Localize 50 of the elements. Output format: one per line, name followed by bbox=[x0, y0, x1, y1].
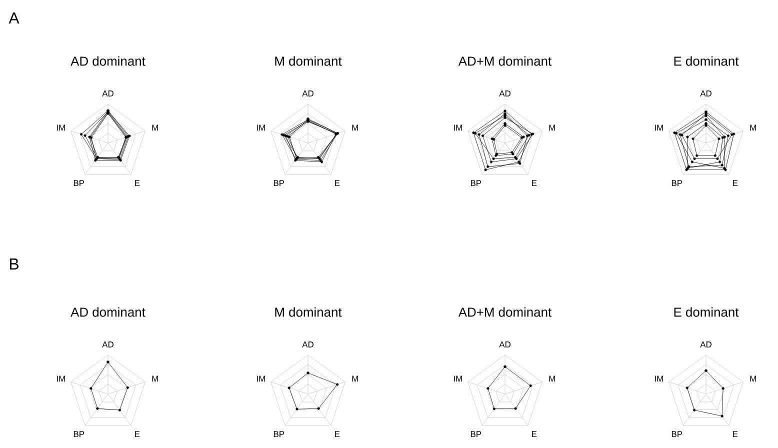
spoke-label: BP bbox=[74, 431, 84, 437]
chart-title: AD dominant bbox=[70, 307, 146, 317]
text: B bbox=[10, 258, 18, 270]
spoke-label: BP bbox=[672, 431, 682, 437]
spoke-label: BP bbox=[470, 180, 482, 186]
spoke-label: BP bbox=[274, 431, 284, 437]
spoke-label: M bbox=[750, 124, 756, 131]
chart-title: AD dominant bbox=[70, 56, 146, 66]
spoke-label: E bbox=[334, 180, 340, 186]
text: A bbox=[8, 12, 20, 24]
chart-title: AD+M dominant bbox=[458, 56, 552, 66]
spoke-label: E bbox=[334, 431, 340, 437]
spoke-label: IM bbox=[654, 376, 663, 382]
spoke-label: M bbox=[152, 376, 158, 382]
chart-title: M dominant bbox=[275, 307, 342, 317]
spoke-label: IM bbox=[56, 376, 65, 382]
spoke-label: M bbox=[352, 376, 358, 382]
spoke-label: AD bbox=[700, 90, 712, 96]
spoke-label: BP bbox=[274, 180, 284, 186]
spoke-label: IM bbox=[56, 124, 65, 131]
spoke-label: IM bbox=[654, 124, 663, 131]
spoke-label: E bbox=[732, 180, 738, 186]
spoke-label: E bbox=[532, 431, 537, 437]
spoke-label: IM bbox=[454, 124, 462, 131]
spoke-label: M bbox=[352, 124, 358, 131]
spoke-label: AD bbox=[102, 90, 114, 96]
spoke-label: M bbox=[152, 124, 158, 131]
chart-title: E dominant bbox=[674, 56, 739, 66]
spoke-label: AD bbox=[302, 90, 314, 96]
spoke-label: AD bbox=[102, 342, 114, 348]
spoke-label: M bbox=[549, 376, 555, 382]
spoke-label: E bbox=[732, 431, 738, 437]
spoke-label: E bbox=[134, 431, 140, 437]
spoke-label: M bbox=[549, 124, 555, 131]
chart-title: E dominant bbox=[674, 307, 739, 317]
spoke-label: E bbox=[134, 180, 140, 186]
chart-title: AD+M dominant bbox=[458, 307, 552, 317]
spoke-label: BP bbox=[470, 431, 482, 437]
spoke-label: IM bbox=[454, 376, 462, 382]
spoke-label: AD bbox=[302, 342, 314, 348]
spoke-label: E bbox=[532, 180, 537, 186]
spoke-label: M bbox=[750, 376, 756, 382]
chart-title: M dominant bbox=[275, 56, 342, 66]
spoke-label: BP bbox=[74, 180, 84, 186]
spoke-label: IM bbox=[256, 124, 265, 131]
spoke-label: IM bbox=[256, 376, 265, 382]
spoke-label: AD bbox=[499, 342, 510, 348]
spoke-label: AD bbox=[700, 342, 712, 348]
spoke-label: AD bbox=[499, 90, 510, 96]
spoke-label: BP bbox=[672, 180, 682, 186]
